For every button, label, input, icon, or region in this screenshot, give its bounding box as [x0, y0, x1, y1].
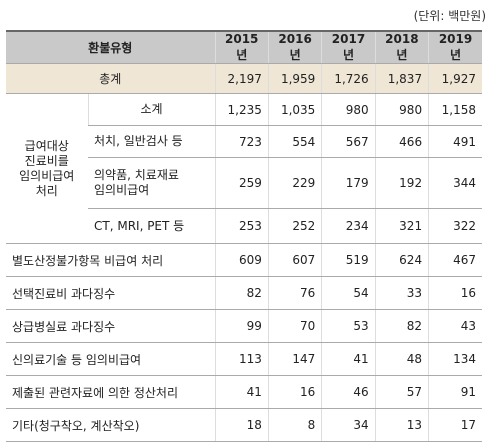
value-cell: 16: [267, 375, 322, 409]
value-cell: 980: [374, 93, 429, 126]
data-row: 선택진료비 과다징수 82 76 54 33 16: [6, 276, 482, 310]
value-cell: 54: [321, 276, 376, 310]
value-cell: 17: [428, 408, 482, 442]
value-cell: 607: [267, 243, 322, 277]
value-cell: 48: [374, 342, 429, 376]
value-cell: 16: [428, 276, 482, 310]
value-cell: 322: [428, 208, 482, 244]
label-line: 처치, 일반검사 등: [94, 134, 183, 148]
value-cell: 567: [321, 125, 376, 158]
value-cell: 34: [321, 408, 376, 442]
group-row: 급여대상 진료비를 임의비급여 처리 소계 1,235 1,035 980 980 1,158: [6, 93, 482, 244]
value-cell: 192: [374, 157, 429, 209]
value-cell: 33: [374, 276, 429, 310]
value-cell: 624: [374, 243, 429, 277]
value-cell: 1,726: [321, 63, 376, 94]
label-line: 임의비급여: [94, 183, 150, 197]
value-cell: 46: [321, 375, 376, 409]
sub-label: CT, MRI, PET 등: [88, 208, 216, 244]
sub-label: 처치, 일반검사 등: [88, 125, 216, 158]
value-cell: 41: [321, 342, 376, 376]
group-label: 급여대상 진료비를 임의비급여 처리: [6, 93, 88, 244]
data-row: 신의료기술 등 임의비급여 113 147 41 48 134: [6, 342, 482, 376]
data-row: 별도산정불가항목 비급여 처리 609 607 519 624 467: [6, 243, 482, 277]
value-cell: 179: [321, 157, 376, 209]
value-cell: 344: [428, 157, 482, 209]
value-cell: 554: [267, 125, 322, 158]
value-cell: 82: [374, 309, 429, 343]
label-line: 의약품, 치료재료: [94, 168, 179, 182]
header-row: 환불유형 2015년 2016년 2017년 2018년 2019년: [6, 30, 482, 64]
value-cell: 53: [321, 309, 376, 343]
row-label: 기타(청구착오, 계산착오): [6, 408, 216, 442]
label-line: 급여대상: [24, 138, 69, 153]
value-cell: 491: [428, 125, 482, 158]
label-line: 임의비급여: [19, 168, 75, 183]
value-cell: 252: [267, 208, 322, 244]
total-label: 총계: [6, 63, 216, 94]
row-label: 상급병실료 과다징수: [6, 309, 216, 343]
value-cell: 1,959: [267, 63, 322, 94]
header-cell: 환불유형: [6, 30, 216, 64]
row-label: 선택진료비 과다징수: [6, 276, 216, 310]
value-cell: 57: [374, 375, 429, 409]
value-cell: 259: [214, 157, 269, 209]
value-cell: 234: [321, 208, 376, 244]
value-cell: 253: [214, 208, 269, 244]
value-cell: 113: [214, 342, 269, 376]
header-cell: 2017년: [321, 30, 376, 64]
value-cell: 980: [321, 93, 376, 126]
value-cell: 8: [267, 408, 322, 442]
label-line: 처리: [35, 183, 58, 198]
value-cell: 321: [374, 208, 429, 244]
header-cell: 2019년: [428, 30, 482, 64]
value-cell: 609: [214, 243, 269, 277]
value-cell: 91: [428, 375, 482, 409]
value-cell: 41: [214, 375, 269, 409]
value-cell: 1,158: [428, 93, 482, 126]
value-cell: 1,927: [428, 63, 482, 94]
row-label: 별도산정불가항목 비급여 처리: [6, 243, 216, 277]
value-cell: 76: [267, 276, 322, 310]
value-cell: 1,837: [374, 63, 429, 94]
header-cell: 2016년: [267, 30, 322, 64]
value-cell: 1,235: [214, 93, 269, 126]
group-row: CT, MRI, PET 등 253 252 234 321 322: [6, 208, 482, 244]
data-row: 제출된 관련자료에 의한 정산처리 41 16 46 57 91: [6, 375, 482, 409]
label-line: CT, MRI, PET 등: [94, 218, 185, 233]
value-cell: 466: [374, 125, 429, 158]
row-label: 제출된 관련자료에 의한 정산처리: [6, 375, 216, 409]
data-row: 기타(청구착오, 계산착오) 18 8 34 13 17: [6, 408, 482, 442]
label-line: 소계: [140, 102, 163, 116]
total-row: 총계 2,197 1,959 1,726 1,837 1,927: [6, 63, 482, 94]
value-cell: 99: [214, 309, 269, 343]
header-cell: 2018년: [374, 30, 429, 64]
value-cell: 229: [267, 157, 322, 209]
header-cell: 2015년: [214, 30, 269, 64]
value-cell: 147: [267, 342, 322, 376]
sub-label: 소계: [87, 93, 216, 126]
refund-table: 환불유형 2015년 2016년 2017년 2018년 2019년 총계 2,197 1,95…: [6, 30, 482, 442]
data-row: 상급병실료 과다징수 99 70 53 82 43: [6, 309, 482, 343]
unit-label: (단위: 백만원): [413, 9, 486, 23]
value-cell: 134: [428, 342, 482, 376]
row-label: 신의료기술 등 임의비급여: [6, 342, 216, 376]
value-cell: 519: [321, 243, 376, 277]
value-cell: 1,035: [267, 93, 322, 126]
value-cell: 467: [428, 243, 482, 277]
label-line: 진료비를: [24, 153, 69, 168]
sub-label: 의약품, 치료재료 임의비급여: [88, 157, 216, 209]
value-cell: 82: [214, 276, 269, 310]
value-cell: 723: [214, 125, 269, 158]
value-cell: 70: [267, 309, 322, 343]
value-cell: 2,197: [214, 63, 269, 94]
value-cell: 43: [428, 309, 482, 343]
value-cell: 18: [214, 408, 269, 442]
value-cell: 13: [374, 408, 429, 442]
